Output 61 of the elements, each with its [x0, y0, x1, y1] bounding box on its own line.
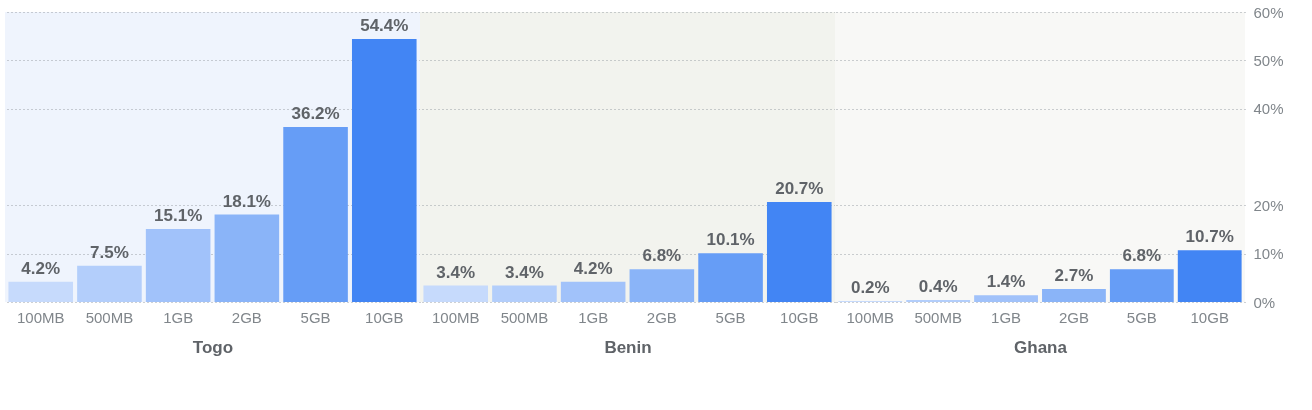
data-label: 7.5% — [90, 242, 129, 262]
x-tick-label: 5GB — [1126, 308, 1157, 326]
x-axis-title: Ghana — [1014, 337, 1068, 357]
data-label: 1.4% — [986, 272, 1026, 292]
bar — [492, 285, 557, 302]
bar — [351, 39, 417, 302]
x-tick-label: 1GB — [991, 308, 1022, 326]
x-tick-label: 100MB — [431, 308, 480, 326]
data-label: 6.8% — [642, 246, 682, 266]
y-tick-label: 50% — [1253, 51, 1284, 69]
y-tick-label: 20% — [1253, 196, 1284, 214]
data-label: 15.1% — [154, 206, 203, 226]
data-label: 0.4% — [918, 277, 958, 297]
bar — [8, 281, 74, 302]
x-tick-label: 500MB — [85, 308, 134, 326]
x-tick-label: 10GB — [780, 308, 819, 326]
bar — [560, 281, 626, 302]
data-label: 36.2% — [291, 104, 340, 124]
data-label: 54.4% — [360, 16, 409, 36]
bar — [766, 201, 832, 302]
x-tick-label: 2GB — [1058, 308, 1089, 326]
bar — [145, 229, 211, 302]
bar — [1109, 269, 1174, 302]
data-label: 6.8% — [1122, 246, 1162, 266]
x-tick-label: 500MB — [500, 308, 549, 326]
data-label: 4.2% — [573, 258, 613, 278]
x-tick-label: 500MB — [914, 308, 962, 326]
x-tick-label: 100MB — [846, 308, 895, 326]
data-label: 18.1% — [222, 191, 271, 211]
bar — [77, 265, 142, 302]
bar — [1177, 250, 1242, 302]
data-label: 0.2% — [850, 278, 890, 298]
bar — [629, 269, 695, 302]
bar — [283, 127, 348, 302]
x-tick-label: 10GB — [365, 308, 404, 326]
x-tick-label: 1GB — [578, 308, 609, 326]
data-label: 4.2% — [21, 258, 61, 278]
data-label: 20.7% — [775, 178, 824, 198]
x-tick-label: 2GB — [646, 308, 677, 326]
x-tick-label: 10GB — [1190, 308, 1229, 326]
y-tick-label: 40% — [1253, 100, 1284, 118]
x-tick-label: 100MB — [16, 308, 65, 326]
bar — [1042, 288, 1106, 302]
bar — [423, 285, 489, 302]
x-tick-label: 5GB — [715, 308, 746, 326]
data-label: 10.7% — [1185, 227, 1234, 247]
bar — [214, 214, 280, 302]
data-label: 2.7% — [1054, 265, 1094, 285]
bar — [974, 295, 1038, 302]
bar — [698, 253, 763, 302]
y-tick-label: 60% — [1253, 3, 1284, 21]
data-label: 10.1% — [706, 230, 755, 250]
data-label: 3.4% — [505, 262, 544, 282]
data-label: 3.4% — [436, 262, 476, 282]
y-tick-label: 0% — [1253, 293, 1276, 311]
x-tick-label: 2GB — [231, 308, 262, 326]
y-tick-label: 10% — [1253, 245, 1284, 263]
x-tick-label: 5GB — [300, 308, 331, 326]
x-axis-title: Benin — [604, 337, 652, 357]
x-tick-label: 1GB — [163, 308, 194, 326]
x-axis-title: Togo — [192, 337, 234, 357]
